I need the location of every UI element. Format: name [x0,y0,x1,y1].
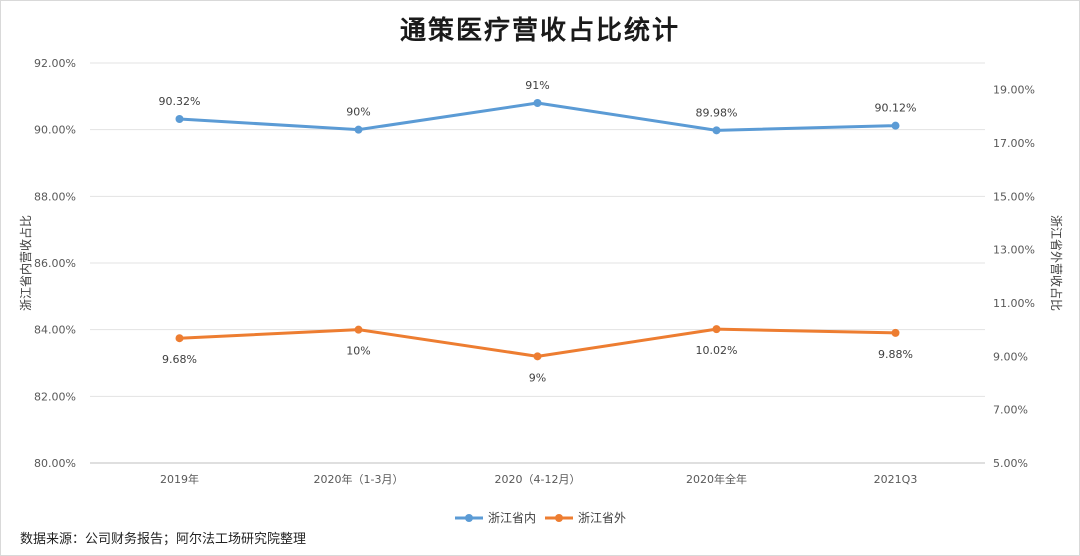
x-tick-label: 2020年全年 [686,472,747,486]
legend-label: 浙江省内 [488,511,536,525]
data-point [712,325,721,334]
x-tick-label: 2020年（1-3月） [314,472,404,486]
data-point [175,334,184,343]
y-right-tick-label: 13.00% [993,244,1035,257]
data-point [175,115,184,123]
data-point [533,99,542,107]
chart-title: 通策医疗营收占比统计 [399,16,680,46]
x-tick-label: 2019年 [160,472,199,486]
y-right-axis-title: 浙江省外营收占比 [1049,215,1064,311]
y-right-tick-label: 9.00% [993,350,1028,363]
legend-marker [555,514,563,522]
y-left-tick-label: 80.00% [34,457,76,470]
y-right-tick-label: 19.00% [993,84,1035,97]
legend-label: 浙江省外 [578,511,626,525]
y-right-tick-label: 7.00% [993,404,1028,417]
y-left-tick-label: 86.00% [34,257,76,270]
y-right-tick-label: 11.00% [993,297,1035,310]
data-label: 90.12% [875,102,917,115]
data-label: 10.02% [696,344,738,357]
data-point [891,328,900,337]
data-point [354,125,363,134]
x-tick-label: 2021Q3 [874,473,918,486]
data-label: 89.98% [696,106,738,119]
y-left-tick-label: 90.00% [34,124,76,137]
y-right-tick-label: 17.00% [993,137,1035,150]
x-tick-label: 2020（4-12月） [495,473,581,486]
data-label: 9.68% [162,353,197,366]
y-left-axis-title: 浙江省内营收占比 [18,215,33,311]
y-right-tick-label: 5.00% [993,457,1028,470]
y-left-tick-label: 92.00% [34,57,76,70]
y-right-tick-label: 15.00% [993,190,1035,203]
data-label: 91% [525,79,549,92]
data-label: 9.88% [878,348,913,361]
y-left-tick-label: 88.00% [34,190,76,203]
data-point [354,325,363,334]
data-point [891,121,900,130]
y-left-tick-label: 82.00% [34,390,76,403]
data-label: 10% [346,345,370,358]
legend-marker [465,514,473,522]
data-label: 90.32% [159,95,201,108]
data-label: 90% [346,106,370,119]
y-left-tick-label: 84.00% [34,324,76,337]
source-note: 数据来源：公司财务报告；阿尔法工场研究院整理 [20,532,307,547]
data-point [712,126,721,135]
data-point [533,352,542,361]
series-line [179,101,896,132]
data-label: 9% [529,371,546,384]
series-line [179,327,896,358]
